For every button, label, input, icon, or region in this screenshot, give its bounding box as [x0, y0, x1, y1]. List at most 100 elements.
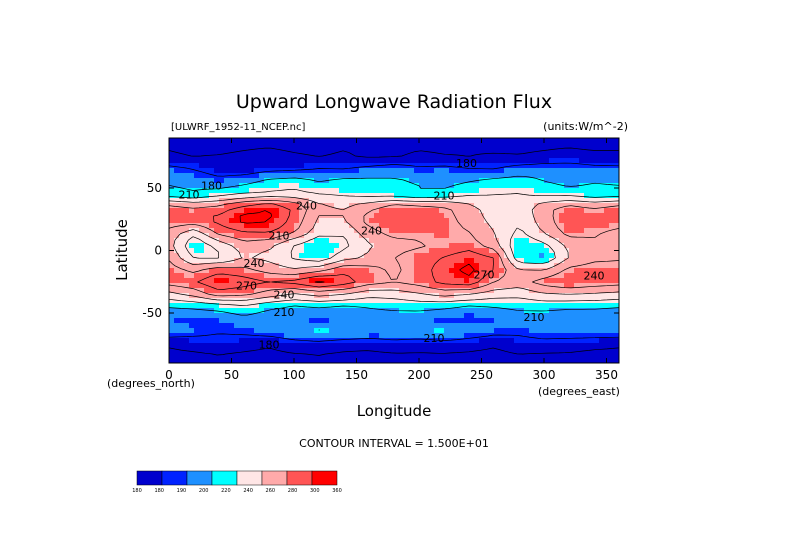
- field-cell: [169, 343, 175, 349]
- field-cell: [304, 273, 310, 279]
- field-cell: [409, 258, 415, 264]
- field-cell: [489, 183, 495, 189]
- field-cell: [399, 228, 405, 234]
- field-cell: [279, 323, 285, 329]
- field-cell: [304, 213, 310, 219]
- field-cell: [214, 183, 220, 189]
- field-cell: [389, 228, 395, 234]
- field-cell: [564, 303, 570, 309]
- field-cell: [229, 283, 235, 289]
- field-cell: [314, 228, 320, 234]
- field-cell: [369, 143, 375, 149]
- field-cell: [319, 198, 325, 204]
- field-cell: [259, 303, 265, 309]
- field-cell: [479, 323, 485, 329]
- field-cell: [214, 153, 220, 159]
- field-cell: [494, 258, 500, 264]
- field-cell: [614, 293, 619, 299]
- field-cell: [414, 243, 420, 249]
- field-cell: [574, 158, 580, 164]
- field-cell: [389, 163, 395, 169]
- field-cell: [454, 203, 460, 209]
- field-cell: [484, 283, 490, 289]
- field-cell: [169, 148, 175, 154]
- field-cell: [369, 253, 375, 259]
- field-cell: [219, 168, 225, 174]
- field-cell: [194, 243, 200, 249]
- field-cell: [524, 203, 530, 209]
- field-cell: [314, 203, 320, 209]
- field-cell: [464, 358, 470, 363]
- field-cell: [469, 278, 475, 284]
- field-cell: [274, 308, 280, 314]
- field-cell: [259, 233, 265, 239]
- field-cell: [404, 188, 410, 194]
- field-cell: [234, 263, 240, 269]
- field-cell: [379, 153, 385, 159]
- field-cell: [529, 313, 535, 319]
- field-cell: [369, 203, 375, 209]
- field-cell: [434, 158, 440, 164]
- field-cell: [579, 138, 585, 144]
- field-cell: [319, 303, 325, 309]
- field-cell: [244, 338, 250, 344]
- field-cell: [504, 188, 510, 194]
- field-cell: [314, 338, 320, 344]
- field-cell: [434, 188, 440, 194]
- field-cell: [309, 303, 315, 309]
- field-cell: [369, 248, 375, 254]
- field-cell: [244, 323, 250, 329]
- field-cell: [319, 313, 325, 319]
- field-cell: [604, 303, 610, 309]
- field-cell: [404, 223, 410, 229]
- field-cell: [369, 323, 375, 329]
- field-cell: [484, 288, 490, 294]
- field-cell: [589, 233, 595, 239]
- field-cell: [259, 253, 265, 259]
- field-cell: [614, 213, 619, 219]
- field-cell: [544, 138, 550, 144]
- field-cell: [254, 143, 260, 149]
- field-cell: [184, 323, 190, 329]
- field-cell: [564, 253, 570, 259]
- field-cell: [504, 258, 510, 264]
- field-cell: [504, 303, 510, 309]
- field-cell: [249, 258, 255, 264]
- field-cell: [449, 278, 455, 284]
- field-cell: [264, 313, 270, 319]
- field-cell: [459, 143, 465, 149]
- field-cell: [594, 213, 600, 219]
- field-cell: [359, 298, 365, 304]
- field-cell: [239, 248, 245, 254]
- field-cell: [504, 343, 510, 349]
- field-cell: [294, 228, 300, 234]
- field-cell: [594, 268, 600, 274]
- field-cell: [554, 328, 560, 334]
- field-cell: [279, 238, 285, 244]
- field-cell: [209, 148, 215, 154]
- field-cell: [264, 163, 270, 169]
- field-cell: [369, 308, 375, 314]
- field-cell: [404, 203, 410, 209]
- field-cell: [404, 268, 410, 274]
- field-cell: [394, 338, 400, 344]
- field-cell: [204, 223, 210, 229]
- field-cell: [589, 198, 595, 204]
- field-cell: [254, 343, 260, 349]
- field-cell: [439, 323, 445, 329]
- field-cell: [439, 183, 445, 189]
- field-cell: [429, 318, 435, 324]
- field-cell: [369, 353, 375, 359]
- field-cell: [334, 178, 340, 184]
- field-cell: [589, 153, 595, 159]
- field-cell: [564, 353, 570, 359]
- field-cell: [479, 198, 485, 204]
- field-cell: [274, 253, 280, 259]
- field-cell: [239, 213, 245, 219]
- field-cell: [444, 333, 450, 339]
- field-cell: [534, 258, 540, 264]
- field-cell: [564, 203, 570, 209]
- field-cell: [584, 218, 590, 224]
- field-cell: [504, 233, 510, 239]
- field-cell: [609, 198, 615, 204]
